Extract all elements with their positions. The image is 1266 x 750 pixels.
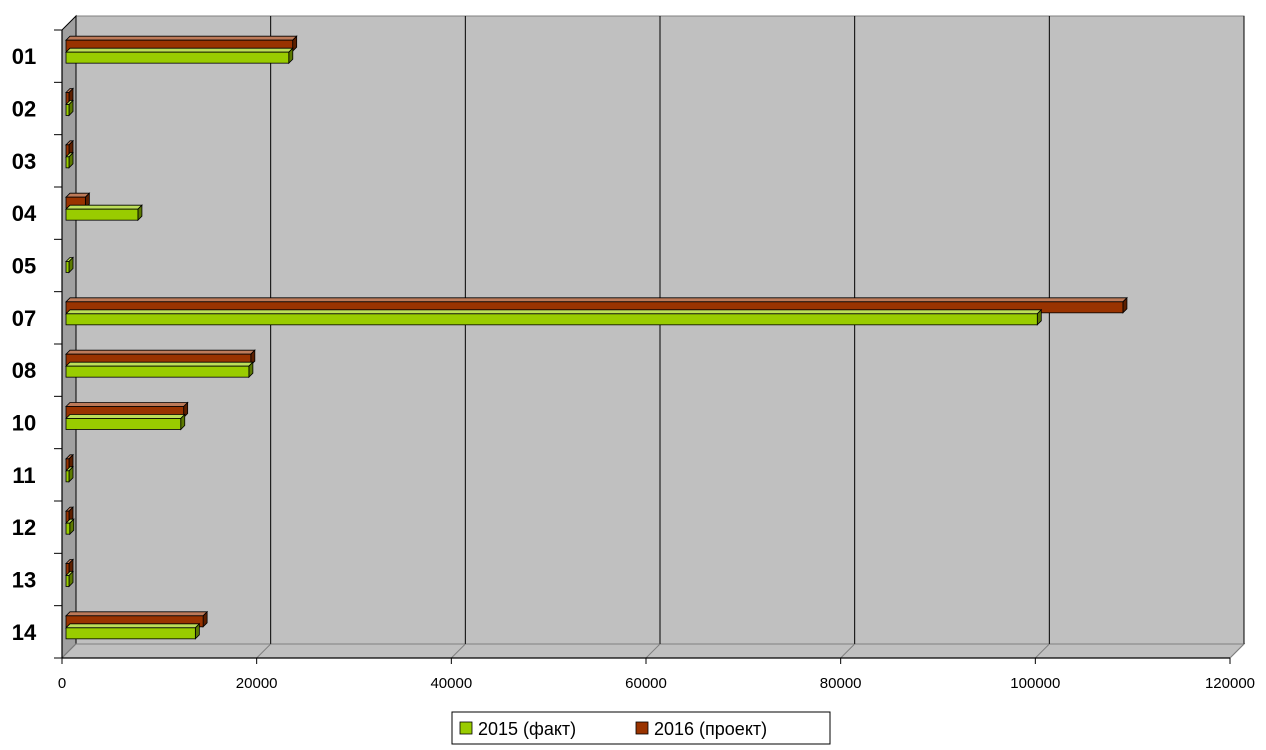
bar-2015-12 — [65, 518, 75, 536]
bar-top — [65, 361, 254, 367]
category-label: 01 — [12, 44, 36, 69]
bar-top — [65, 309, 1043, 315]
floor-gridline — [1034, 643, 1050, 659]
bar-2015-13 — [65, 570, 74, 588]
bar-top — [65, 297, 1128, 303]
category-label: 13 — [12, 568, 36, 593]
tick-label: 20000 — [236, 675, 278, 692]
bar-top — [65, 611, 209, 617]
bar-front — [65, 104, 70, 116]
tick-label: 100000 — [1010, 675, 1060, 692]
bar-top — [65, 402, 189, 407]
legend-label-2015: 2015 (факт) — [478, 719, 576, 739]
bar-2016-10 — [65, 401, 189, 419]
category-labels: 01 02 03 04 05 07 08 10 11 12 13 14 — [12, 44, 37, 645]
bars — [65, 35, 1128, 640]
bar-front — [65, 627, 196, 640]
bar-front — [65, 261, 70, 273]
bar-2016-13 — [65, 558, 74, 576]
category-label: 11 — [12, 463, 35, 488]
bar-front — [65, 470, 70, 483]
floor-gridline — [256, 643, 272, 659]
tick-label: 120000 — [1205, 675, 1255, 692]
floor-gridline — [840, 643, 856, 659]
floor-gridline — [450, 643, 466, 659]
bar-top — [65, 414, 186, 419]
bar-2015-02 — [65, 99, 74, 117]
legend-box: 2015 (факт) 2016 (проект) — [451, 711, 831, 745]
x-axis-ticks: 0 20000 40000 60000 80000 100000 120000 — [54, 29, 1255, 692]
bar-front — [65, 522, 71, 535]
tick-label: 80000 — [820, 675, 862, 692]
bar-2015-08 — [65, 361, 254, 379]
bar-2015-14 — [65, 622, 201, 640]
legend-swatch-2016 — [635, 721, 649, 735]
category-label: 03 — [12, 149, 36, 174]
bar-2015-11 — [65, 465, 74, 483]
bar-front — [65, 51, 290, 64]
bar-2016-07 — [65, 296, 1128, 314]
bar-top — [65, 349, 256, 355]
legend: 2015 (факт) 2016 (проект) — [451, 711, 831, 745]
bar-top — [65, 47, 294, 53]
tick-label: 40000 — [430, 675, 472, 692]
bar-2015-10 — [65, 413, 186, 431]
category-label: 10 — [12, 411, 36, 436]
bar-front — [65, 365, 250, 378]
plot-background — [60, 14, 1246, 660]
legend-swatch-2015 — [459, 721, 473, 735]
bar-front — [65, 313, 1038, 326]
bar-front — [65, 208, 139, 221]
category-label: 14 — [12, 620, 37, 645]
bar-front — [65, 418, 182, 430]
bar-top — [65, 204, 143, 210]
bar-front — [65, 575, 70, 587]
bar-2015-05 — [65, 256, 74, 274]
floor-gridline — [1229, 643, 1245, 659]
category-label: 12 — [12, 515, 36, 540]
bar-2015-04 — [65, 204, 143, 222]
category-label: 07 — [12, 306, 36, 331]
category-label: 04 — [12, 201, 37, 226]
bar-2015-03 — [65, 151, 74, 169]
bar-2016-03 — [65, 139, 74, 157]
tick-label: 0 — [58, 675, 66, 692]
bar-front — [65, 156, 70, 169]
category-label: 08 — [12, 358, 36, 383]
bar-2016-02 — [65, 87, 74, 105]
legend-label-2016: 2016 (проект) — [654, 719, 767, 739]
bar-top — [65, 623, 201, 629]
floor-gridline — [645, 643, 661, 659]
bar-2015-01 — [65, 47, 294, 65]
bar-2016-08 — [65, 349, 256, 367]
category-label: 05 — [12, 254, 36, 279]
category-label: 02 — [12, 97, 36, 122]
tick-label: 60000 — [625, 675, 667, 692]
bar-2015-07 — [65, 308, 1043, 326]
bar-top — [65, 35, 298, 41]
